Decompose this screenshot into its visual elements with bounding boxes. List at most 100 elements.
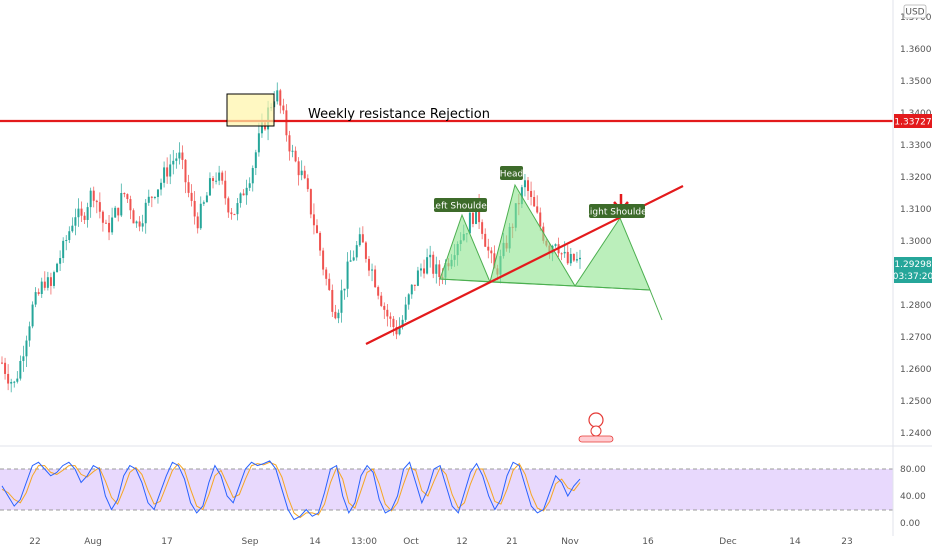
candle-body (68, 231, 71, 241)
candle-body (135, 221, 138, 224)
candle-body (490, 250, 493, 254)
rejection-box[interactable] (226, 93, 275, 127)
candle-body (352, 257, 355, 261)
candle-body (71, 225, 74, 232)
label-head: Head (500, 166, 524, 180)
label-left-shoulder: Left Shoulder (431, 198, 491, 212)
candle-body (554, 244, 557, 246)
head-and-shoulders-pattern[interactable] (439, 183, 663, 321)
candle-body (83, 215, 86, 220)
price-axis[interactable]: 1.370001.360001.350001.340001.330001.320… (892, 0, 932, 536)
x-tick-label: 21 (506, 537, 517, 547)
candle-body (65, 240, 68, 242)
candle-body (28, 326, 31, 341)
svg-text:Right Shoulder: Right Shoulder (584, 208, 651, 218)
x-tick-label: 14 (789, 537, 801, 547)
x-tick-label: Oct (403, 537, 419, 547)
svg-text:1.33727: 1.33727 (894, 118, 931, 128)
current-price-badge: 1.29298 03:37:20 (893, 257, 932, 283)
stoch-rsi-pane (0, 460, 893, 521)
candle-body (419, 268, 422, 271)
candle-body (471, 212, 474, 224)
candle-body (575, 259, 578, 261)
candle-body (386, 309, 389, 317)
candle-body (398, 326, 401, 335)
y-tick-label: 1.27000 (900, 333, 932, 343)
candle-body (92, 190, 95, 201)
candle-body (563, 251, 566, 254)
x-tick-label: 22 (29, 537, 40, 547)
candle-body (423, 268, 426, 274)
right-shoulder-triangle (574, 216, 651, 291)
x-tick-label: 13:00 (351, 537, 377, 547)
candle-body (221, 172, 224, 181)
head-triangle (489, 183, 576, 287)
candle-body (89, 190, 92, 208)
candle-body (101, 211, 104, 223)
candle-body (468, 212, 471, 234)
x-tick-label: 23 (841, 537, 852, 547)
candle-body (196, 216, 199, 229)
rsi-tick-label: 40.00 (900, 492, 926, 502)
candle-body (95, 200, 98, 203)
candle-body (208, 178, 211, 196)
candle-body (254, 152, 257, 169)
events-icon[interactable] (578, 412, 614, 443)
candle-body (19, 360, 22, 379)
candle-body (144, 202, 147, 224)
candle-body (230, 212, 233, 215)
candle-body (212, 178, 215, 182)
candle-body (361, 234, 364, 243)
candle-body (59, 258, 62, 264)
candle-body (236, 203, 239, 215)
candle-body (566, 251, 569, 264)
candle-body (169, 164, 172, 177)
candle-body (163, 167, 166, 183)
x-tick-label: 12 (456, 537, 467, 547)
candle-body (392, 318, 395, 328)
candle-body (77, 208, 80, 218)
candle-body (530, 190, 533, 197)
candle-body (49, 277, 52, 286)
candle-body (312, 214, 315, 226)
candle-body (539, 212, 542, 227)
resistance-annotation: Weekly resistance Rejection (308, 107, 490, 122)
candle-body (416, 270, 419, 286)
candle-body (282, 105, 285, 111)
candle-body (294, 150, 297, 162)
candle-body (349, 260, 352, 262)
candle-body (248, 183, 251, 188)
svg-text:Head: Head (500, 170, 524, 180)
svg-text:1.29298: 1.29298 (894, 260, 931, 270)
candle-body (156, 189, 159, 197)
candle-body (4, 362, 7, 374)
time-axis[interactable]: 22 Aug 17 Sep 14 13:00 Oct 12 21 Nov 16 Dec 14 23 (29, 537, 852, 547)
rsi-k-line (1, 460, 581, 521)
candle-body (178, 152, 181, 159)
candle-body (117, 207, 120, 216)
candle-body (536, 206, 539, 213)
candle-body (166, 167, 169, 177)
x-tick-label: 14 (309, 537, 321, 547)
candle-body (383, 305, 386, 310)
candle-body (150, 196, 153, 198)
candle-body (175, 158, 178, 161)
candle-body (260, 122, 263, 134)
candle-body (579, 257, 581, 260)
candle-body (367, 258, 370, 271)
x-tick-label: Dec (719, 537, 736, 547)
svg-text:USD: USD (905, 8, 924, 18)
candle-body (560, 253, 563, 255)
candle-body (432, 254, 435, 274)
candle-body (340, 290, 343, 313)
candle-body (43, 281, 46, 288)
candle-body (407, 294, 410, 305)
candle-body (202, 202, 205, 204)
currency-label: USD (903, 4, 927, 19)
candle-body (328, 278, 331, 290)
candle-body (309, 189, 312, 215)
candle-body (172, 160, 175, 165)
candle-body (257, 133, 260, 153)
candle-body (438, 264, 441, 278)
